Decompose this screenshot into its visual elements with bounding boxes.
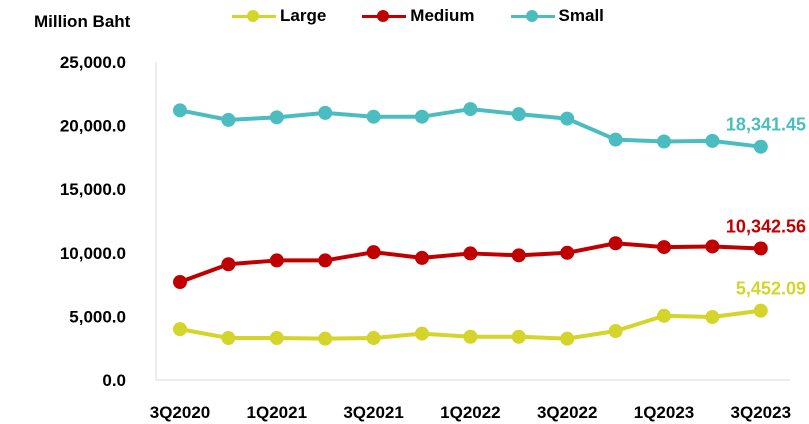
data-point-medium (463, 246, 478, 261)
data-point-large (463, 329, 478, 344)
y-axis-label: Million Baht (34, 12, 131, 31)
y-tick-label: 20,000.0 (60, 117, 126, 136)
legend-label-medium: Medium (410, 6, 475, 25)
data-point-small (560, 111, 575, 126)
legend-swatch-small (510, 10, 555, 22)
data-point-large (657, 308, 671, 323)
x-tick-label: 1Q2023 (634, 403, 695, 422)
legend-label-large: Large (280, 6, 327, 25)
data-point-small (753, 139, 768, 154)
legend-label-small: Small (558, 6, 604, 25)
data-point-large (318, 331, 333, 346)
data-point-medium (221, 257, 236, 272)
data-point-small (463, 102, 478, 117)
legend-swatch-large (232, 10, 276, 22)
data-point-small (511, 107, 526, 122)
data-point-small (608, 132, 623, 147)
data-point-small (269, 110, 284, 125)
y-tick-label: 25,000.0 (60, 53, 126, 72)
x-tick-label: 1Q2022 (440, 403, 501, 422)
data-point-medium (366, 245, 381, 260)
data-point-small (366, 109, 381, 124)
data-point-large (705, 310, 720, 325)
y-tick-label: 0.0 (102, 371, 126, 390)
data-point-large (415, 326, 429, 341)
data-point-medium (269, 253, 284, 268)
data-point-small (705, 133, 720, 148)
data-point-medium (560, 245, 575, 260)
x-tick-label: 3Q2020 (150, 403, 211, 422)
data-point-medium (415, 250, 429, 265)
data-point-small (221, 112, 236, 127)
data-point-small (657, 134, 671, 149)
data-point-large (366, 331, 381, 346)
x-tick-label: 3Q2021 (343, 403, 404, 422)
data-point-medium (657, 240, 671, 255)
data-point-small (173, 103, 187, 118)
end-value-label-large: 5,452.09 (736, 279, 806, 299)
y-tick-label: 5,000.0 (69, 307, 126, 326)
legend-item-medium: Medium (362, 6, 475, 26)
data-point-large (753, 303, 768, 318)
x-tick-label: 1Q2021 (247, 403, 308, 422)
data-point-large (269, 331, 284, 346)
data-point-large (511, 329, 526, 344)
data-point-medium (318, 253, 333, 268)
y-tick-label: 15,000.0 (60, 180, 126, 199)
data-point-large (173, 322, 187, 337)
data-point-medium (608, 236, 623, 251)
data-point-large (221, 331, 236, 346)
data-point-medium (173, 275, 187, 290)
end-value-label-small: 18,341.45 (726, 115, 806, 135)
legend-item-small: Small (510, 6, 604, 26)
legend: Large Medium Small (232, 6, 604, 26)
data-point-medium (753, 241, 768, 256)
data-point-large (608, 324, 623, 339)
legend-item-large: Large (232, 6, 326, 26)
x-tick-label: 3Q2022 (537, 403, 598, 422)
data-point-small (318, 105, 333, 120)
y-tick-label: 10,000.0 (60, 244, 126, 263)
legend-swatch-medium (362, 10, 407, 22)
x-tick-label: 3Q2023 (731, 403, 792, 422)
data-point-medium (511, 248, 526, 263)
data-point-large (560, 331, 575, 346)
data-point-medium (705, 239, 720, 254)
end-value-label-medium: 10,342.56 (726, 216, 806, 236)
data-point-small (415, 109, 429, 124)
